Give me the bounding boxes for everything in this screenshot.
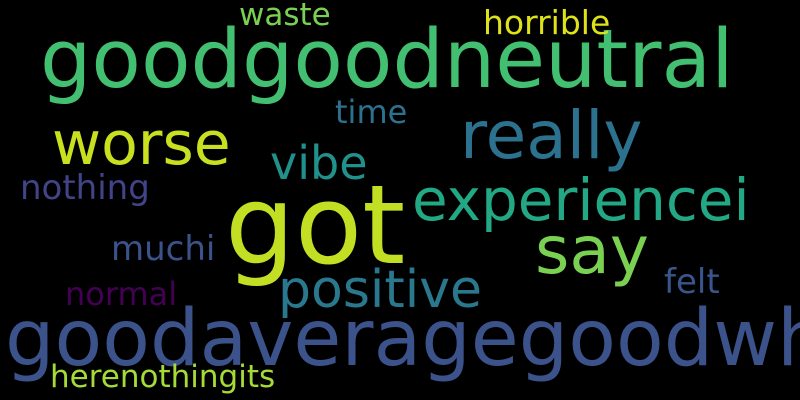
word-really: really — [460, 97, 643, 174]
word-experiencei: experiencei — [412, 166, 750, 234]
word-horrible: horrible — [483, 3, 611, 42]
word-positive: positive — [278, 260, 482, 320]
word-goodaveragegoodwhat: goodaveragegoodwhat — [5, 294, 800, 384]
word-vibe: vibe — [270, 136, 368, 190]
word-felt: felt — [664, 262, 720, 302]
word-goodgoodneutral: goodgoodneutral — [40, 13, 734, 107]
word-normal: normal — [65, 275, 178, 313]
word-got: got — [225, 161, 406, 289]
word-time: time — [335, 93, 408, 131]
word-herenothingits: herenothingits — [50, 359, 276, 395]
word-nothing: nothing — [20, 168, 150, 208]
word-say: say — [535, 212, 649, 289]
word-muchi: muchi — [111, 229, 216, 269]
word-waste: waste — [239, 0, 331, 33]
word-worse: worse — [52, 109, 231, 179]
